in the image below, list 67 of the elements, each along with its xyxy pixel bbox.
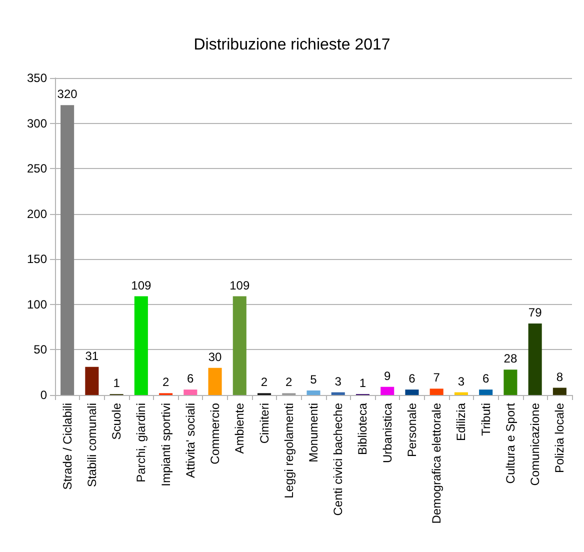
x-tick-label: Cimiteri: [257, 403, 272, 444]
data-label: 1: [359, 376, 366, 390]
y-tick-label: 50: [34, 342, 48, 357]
bar: [454, 392, 468, 395]
y-tick-label: 200: [26, 206, 48, 221]
bar: [528, 323, 542, 395]
x-tick-label: Ambiente: [232, 402, 247, 454]
x-tick-label: Edilizia: [454, 402, 468, 442]
x-tick-label: Impianti sportivi: [158, 403, 173, 486]
bar: [134, 296, 148, 395]
data-label: 7: [433, 370, 440, 385]
bar: [184, 390, 198, 395]
x-tick-label: Demografica elettorale: [430, 402, 444, 524]
data-label: 28: [504, 352, 518, 366]
x-tick-label: Strade / Ciclabili: [60, 403, 74, 490]
x-tick-label: Personale: [404, 402, 419, 458]
bar: [306, 390, 320, 395]
data-label: 31: [85, 348, 99, 363]
data-label: 1: [113, 376, 120, 390]
y-tick-label: 100: [26, 297, 48, 312]
bar: [85, 366, 99, 395]
y-tick-label: 0: [40, 388, 48, 402]
chart-title: Distribuzione richieste 2017: [194, 36, 390, 54]
x-tick-label: Centi civici bacheche: [331, 402, 346, 516]
data-label: 2: [286, 375, 293, 390]
data-label: 9: [384, 368, 392, 383]
data-label: 30: [208, 350, 222, 364]
x-tick-label: Attivita' sociali: [183, 403, 198, 478]
x-tick-label: Polizia locale: [552, 402, 567, 474]
bar: [479, 390, 493, 395]
data-label: 2: [162, 375, 170, 390]
x-tick-label: Monumenti: [306, 403, 320, 462]
bar: [60, 105, 74, 395]
x-tick-label: Scuole: [110, 402, 124, 440]
y-tick-label: 300: [26, 116, 48, 130]
data-label: 8: [556, 370, 564, 384]
y-tick-label: 150: [26, 252, 48, 266]
data-label: 109: [131, 278, 152, 292]
data-label: 79: [528, 305, 542, 320]
data-label: 3: [334, 374, 342, 388]
bar: [380, 386, 394, 395]
bar: [208, 368, 222, 395]
data-label: 109: [230, 278, 250, 292]
x-tick-label: Comunicazione: [528, 402, 542, 486]
x-tick-label: Tributi: [478, 403, 493, 436]
x-tick-label: Cultura e Sport: [503, 402, 518, 484]
data-label: 320: [57, 87, 78, 102]
data-label: 5: [310, 372, 318, 386]
x-tick-label: Commercio: [208, 402, 222, 464]
bar: [430, 388, 444, 395]
data-label: 6: [408, 372, 416, 386]
x-tick-label: Stabili comunali: [84, 403, 99, 488]
bar: [232, 296, 246, 395]
data-label: 2: [260, 375, 268, 390]
bar: [405, 390, 419, 395]
bar: [331, 392, 345, 395]
x-tick-label: Parchi, giardini: [134, 403, 148, 482]
x-tick-label: Urbanistica: [380, 402, 394, 464]
data-label: 6: [187, 372, 194, 386]
data-label: 3: [458, 374, 465, 388]
x-tick-label: Biblioteca: [356, 402, 370, 456]
bar: [552, 388, 566, 395]
y-tick-label: 250: [26, 162, 48, 176]
bar: [504, 370, 518, 395]
x-tick-label: Leggi regolamenti: [282, 403, 296, 498]
data-label: 6: [482, 372, 490, 386]
y-tick-label: 350: [26, 71, 48, 85]
